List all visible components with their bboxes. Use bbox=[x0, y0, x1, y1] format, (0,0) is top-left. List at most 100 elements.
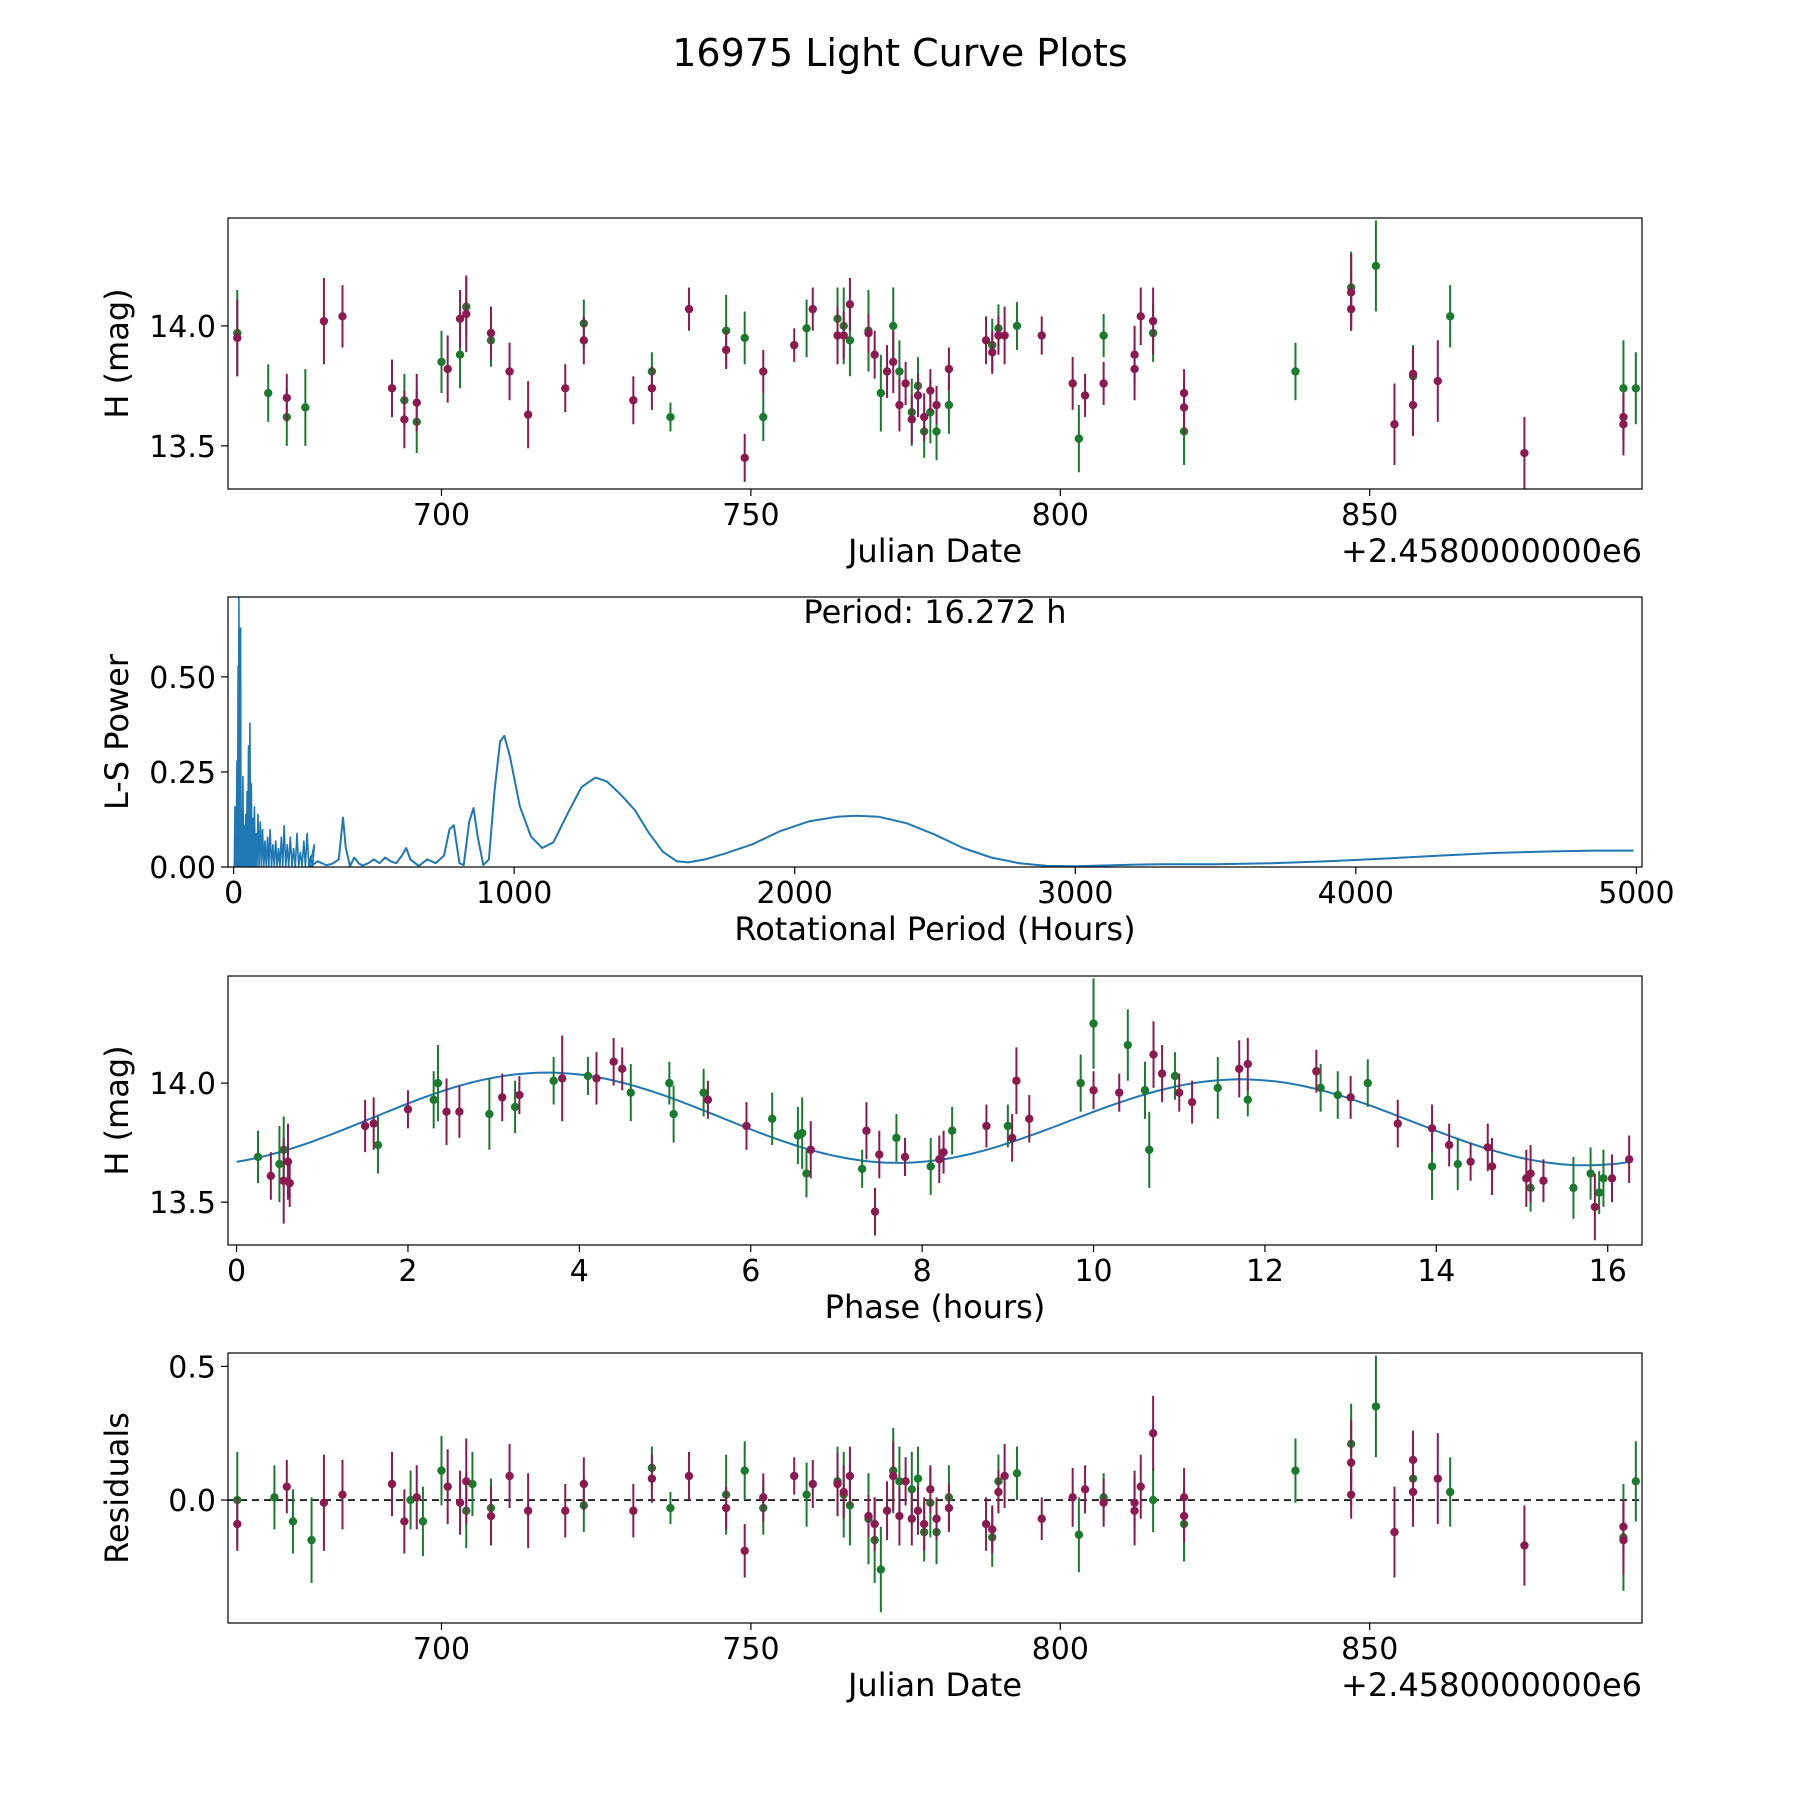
data-point-r bbox=[338, 1490, 347, 1499]
data-point-r bbox=[900, 1152, 910, 1162]
x-axis-label: Phase (hours) bbox=[825, 1288, 1046, 1326]
data-point-r bbox=[1130, 350, 1139, 359]
data-point-r bbox=[721, 345, 731, 355]
data-point-r bbox=[647, 384, 657, 393]
periodogram-axes-frame bbox=[227, 596, 1643, 868]
data-point-g bbox=[721, 326, 731, 335]
data-point-g bbox=[1012, 1469, 1022, 1478]
data-point-r bbox=[387, 384, 397, 393]
data-point-r bbox=[282, 393, 291, 403]
x-tick-label: 2000 bbox=[757, 876, 833, 911]
data-point-r bbox=[266, 1171, 276, 1181]
data-point-r bbox=[1312, 1067, 1321, 1076]
y-tick-label: 0.25 bbox=[149, 756, 216, 791]
data-point-g bbox=[699, 1088, 708, 1097]
data-point-r bbox=[895, 1511, 904, 1521]
data-point-g bbox=[1371, 261, 1381, 271]
data-point-g bbox=[433, 1078, 443, 1088]
data-point-g bbox=[429, 1095, 438, 1104]
data-point-g bbox=[1012, 321, 1022, 331]
data-point-g bbox=[264, 388, 273, 398]
data-point-g bbox=[1427, 1162, 1437, 1171]
data-point-r bbox=[1539, 1176, 1548, 1185]
data-point-r bbox=[1619, 420, 1628, 429]
lightcurve-axes-frame bbox=[227, 217, 1643, 490]
data-point-g bbox=[802, 1490, 811, 1499]
data-point-r bbox=[907, 415, 916, 424]
data-point-r bbox=[882, 1506, 892, 1515]
data-point-r bbox=[1390, 1527, 1399, 1537]
data-point-r bbox=[561, 1506, 570, 1515]
data-point-r bbox=[442, 1107, 451, 1116]
data-point-g bbox=[1316, 1083, 1325, 1093]
data-point-r bbox=[901, 379, 910, 388]
data-point-g bbox=[1148, 1495, 1158, 1505]
data-point-r bbox=[579, 336, 589, 345]
data-point-r bbox=[319, 316, 329, 326]
data-point-r bbox=[412, 398, 421, 407]
data-point-g bbox=[740, 333, 749, 343]
data-point-r bbox=[740, 453, 749, 463]
data-point-r bbox=[982, 1121, 991, 1131]
data-point-g bbox=[802, 324, 811, 333]
data-point-r bbox=[1466, 1157, 1475, 1166]
y-tick-label: 14.0 bbox=[149, 310, 216, 345]
data-point-r bbox=[1080, 1485, 1090, 1494]
data-point-r bbox=[1080, 391, 1090, 400]
data-point-r bbox=[1619, 1535, 1628, 1545]
data-point-r bbox=[1130, 1498, 1139, 1507]
data-point-r bbox=[1068, 379, 1077, 388]
y-tick-label: 0.50 bbox=[149, 661, 216, 696]
data-point-r bbox=[1393, 1119, 1402, 1128]
periodogram-panel: 0 1000 2000 3000 4000 5000 0.00 0.25 0.50 Rotatio… bbox=[98, 593, 1675, 948]
data-point-r bbox=[443, 1482, 452, 1491]
periodogram-plot-area bbox=[233, 597, 1634, 867]
data-point-g bbox=[1333, 1090, 1342, 1100]
data-point-r bbox=[901, 1477, 910, 1486]
data-point-r bbox=[1526, 1169, 1535, 1178]
data-point-r bbox=[283, 1157, 293, 1166]
data-point-g bbox=[889, 321, 898, 331]
data-point-r bbox=[486, 328, 496, 338]
data-point-r bbox=[319, 1498, 329, 1507]
data-point-g bbox=[666, 412, 675, 422]
data-point-r bbox=[400, 415, 409, 424]
residuals-axes-frame bbox=[227, 1352, 1643, 1624]
data-point-r bbox=[870, 1207, 880, 1216]
data-point-g bbox=[307, 1535, 316, 1545]
data-point-r bbox=[338, 312, 347, 321]
data-point-r bbox=[684, 304, 694, 314]
data-point-r bbox=[1025, 1114, 1034, 1124]
data-point-r bbox=[981, 1519, 991, 1529]
data-point-r bbox=[233, 1519, 242, 1529]
data-point-r bbox=[462, 1477, 471, 1486]
data-point-r bbox=[1235, 1064, 1244, 1074]
phased-panel: 0 2 4 6 8 10 12 14 16 13.5 14.0 Phase (hours) H (mag… bbox=[98, 975, 1643, 1326]
data-point-g bbox=[1445, 312, 1455, 321]
data-point-r bbox=[932, 1514, 941, 1523]
x-offset-text: +2.4580000000e6 bbox=[1341, 532, 1642, 570]
data-point-r bbox=[1175, 1088, 1184, 1097]
x-tick-label: 10 bbox=[1074, 1254, 1112, 1289]
data-point-r bbox=[360, 1121, 370, 1131]
data-point-r bbox=[486, 1511, 496, 1521]
data-point-g bbox=[437, 1466, 446, 1475]
x-tick-label: 14 bbox=[1417, 1254, 1455, 1289]
data-point-g bbox=[1003, 1121, 1013, 1131]
data-point-r bbox=[618, 1064, 627, 1074]
period-annotation: Period: 16.272 h bbox=[803, 593, 1066, 631]
data-point-g bbox=[583, 1071, 593, 1081]
data-point-r bbox=[387, 1479, 397, 1489]
x-tick-label: 16 bbox=[1589, 1254, 1627, 1289]
x-tick-label: 800 bbox=[1032, 498, 1089, 533]
data-point-r bbox=[845, 1471, 855, 1481]
y-tick-label: 0.0 bbox=[168, 1484, 216, 1519]
data-point-r bbox=[1408, 1487, 1418, 1497]
data-point-g bbox=[1631, 1477, 1641, 1486]
data-point-r bbox=[561, 384, 570, 393]
data-point-g bbox=[1363, 1078, 1372, 1088]
x-tick-label: 850 bbox=[1341, 498, 1398, 533]
data-point-g bbox=[932, 427, 941, 436]
data-point-r bbox=[939, 1147, 948, 1157]
data-point-r bbox=[1037, 1514, 1046, 1523]
